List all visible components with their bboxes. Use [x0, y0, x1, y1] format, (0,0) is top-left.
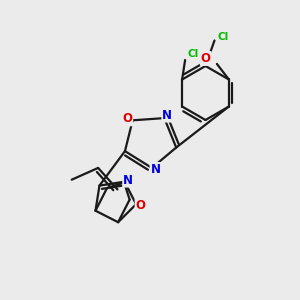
Text: N: N: [123, 174, 133, 187]
Text: N: N: [162, 109, 172, 122]
Text: O: O: [136, 199, 146, 212]
Text: Cl: Cl: [217, 32, 229, 42]
Text: O: O: [122, 112, 132, 125]
Text: Cl: Cl: [188, 49, 199, 59]
Text: O: O: [201, 52, 211, 65]
Text: N: N: [151, 163, 160, 176]
